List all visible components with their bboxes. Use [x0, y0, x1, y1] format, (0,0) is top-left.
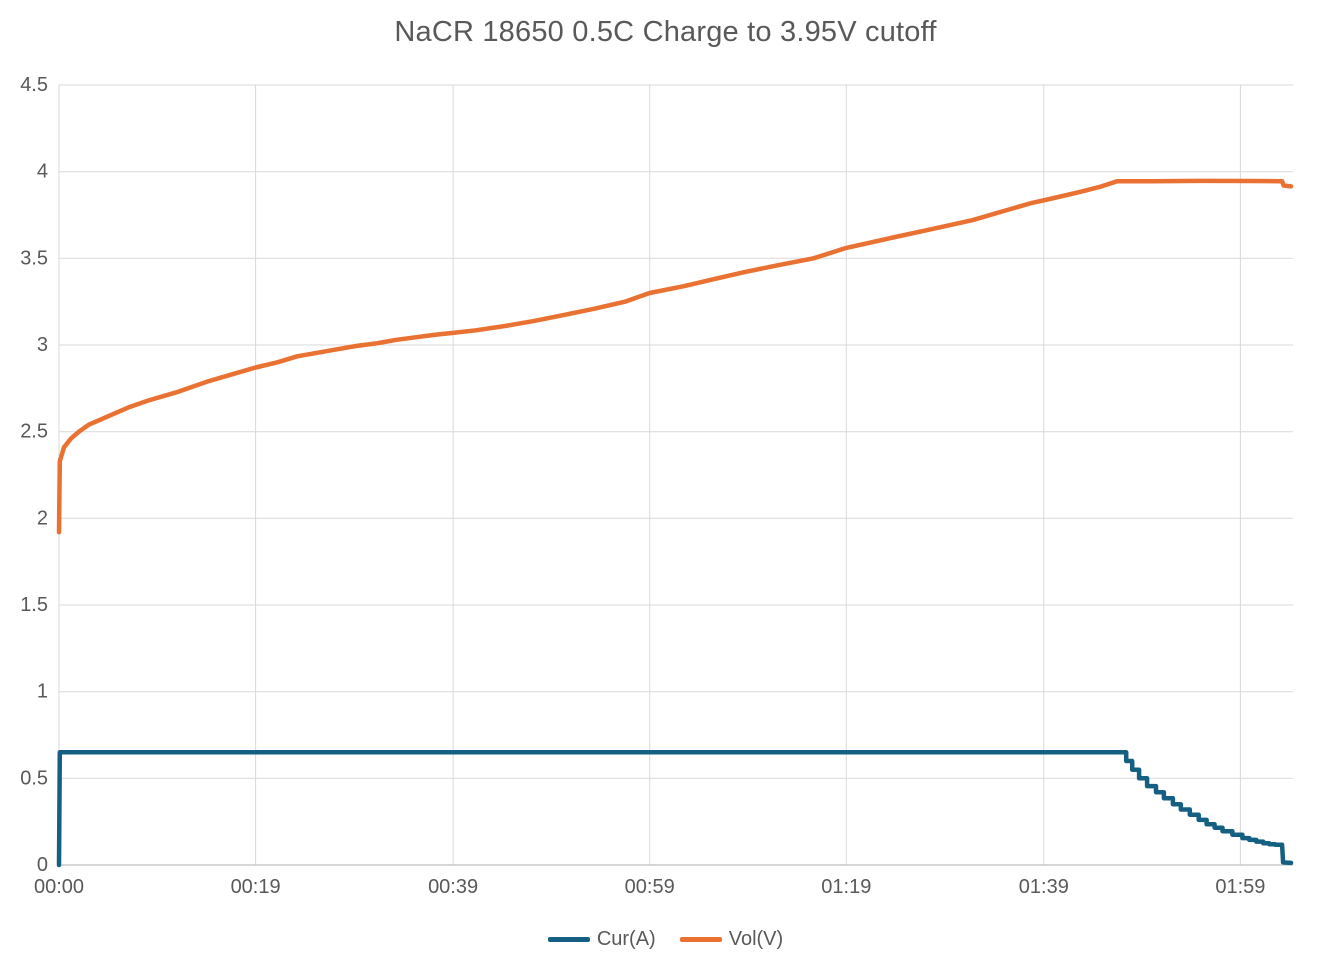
x-tick-label: 01:19: [821, 876, 871, 898]
x-tick-label: 00:59: [625, 876, 675, 898]
legend-label-current: Cur(A): [596, 928, 656, 950]
legend: Cur(A) Vol(V): [0, 928, 1331, 951]
y-tick-label: 2: [37, 507, 48, 529]
y-tick-label: 1: [37, 681, 48, 703]
series-line-cur: [56, 750, 1294, 868]
series-line-vol: [56, 178, 1294, 535]
y-tick-label: 0: [37, 854, 48, 876]
legend-item-voltage: Vol(V): [679, 928, 784, 951]
legend-label-voltage: Vol(V): [728, 928, 784, 950]
x-tick-label: 00:39: [428, 876, 478, 898]
y-tick-label: 1.5: [20, 594, 48, 616]
legend-item-current: Cur(A): [547, 928, 656, 951]
current-series-swatch-icon: [547, 937, 590, 942]
x-tick-label: 01:39: [1019, 876, 1069, 898]
y-tick-label: 0.5: [20, 767, 48, 789]
y-tick-label: 2.5: [20, 421, 48, 443]
x-tick-label: 00:19: [231, 876, 281, 898]
y-tick-label: 3.5: [20, 247, 48, 269]
y-tick-label: 4.5: [20, 74, 48, 96]
y-tick-label: 3: [37, 334, 48, 356]
x-tick-label: 01:59: [1215, 876, 1265, 898]
y-tick-label: 4: [37, 161, 48, 183]
voltage-series-swatch-icon: [679, 937, 722, 942]
x-tick-label: 00:00: [34, 876, 84, 898]
chart-title: NaCR 18650 0.5C Charge to 3.95V cutoff: [394, 16, 937, 48]
